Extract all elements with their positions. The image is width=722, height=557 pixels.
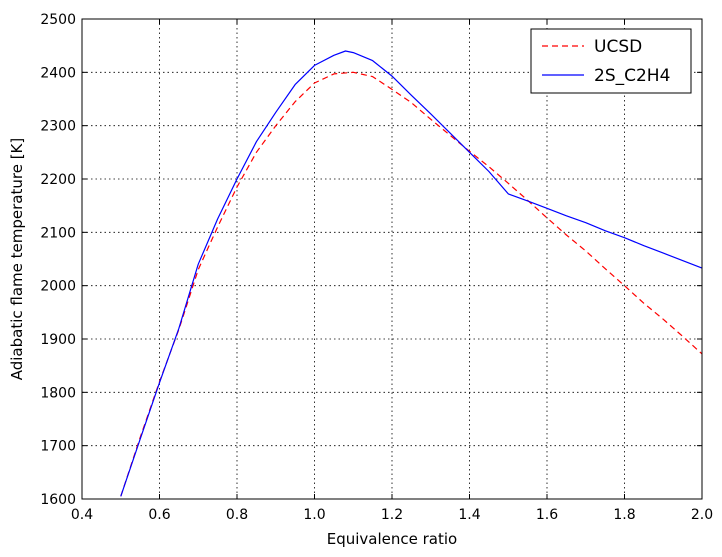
y-tick-labels: 1600 1700 1800 1900 2000 2100 2200 2300 2400 2500 [40,12,76,508]
y-tick-label: 2000 [40,279,76,295]
y-tick-label: 2500 [40,12,76,28]
x-tick-label: 1.6 [536,507,558,523]
x-tick-label: 0.8 [226,507,248,523]
legend-label-ucsd: UCSD [594,37,642,57]
y-tick-label: 2300 [40,119,76,135]
x-tick-label: 0.6 [148,507,170,523]
y-tick-label: 2100 [40,225,76,241]
series-line-2s-c2h4 [120,50,703,497]
y-tick-label: 2200 [40,172,76,188]
x-tick-label: 1.0 [303,507,325,523]
y-axis-label: Adiabatic flame temperature [K] [8,138,26,381]
series-line-ucsd [120,71,703,497]
legend-label-2s-c2h4: 2S_C2H4 [594,66,670,86]
y-tick-label: 1700 [40,439,76,455]
x-tick-label: 2.0 [691,507,713,523]
y-tick-label: 1600 [40,492,76,508]
x-axis-label: Equivalence ratio [327,530,457,548]
y-tick-label: 2400 [40,65,76,81]
series-layer [120,50,703,497]
legend: UCSD 2S_C2H4 [530,28,692,94]
x-tick-label: 1.8 [613,507,635,523]
x-tick-label: 1.4 [458,507,480,523]
x-tick-labels: 0.4 0.6 0.8 1.0 1.2 1.4 1.6 1.8 2.0 [71,507,713,523]
y-tick-label: 1900 [40,332,76,348]
grid-lines [82,19,702,499]
x-tick-label: 0.4 [71,507,93,523]
x-tick-label: 1.2 [381,507,403,523]
legend-box [530,28,692,94]
y-tick-label: 1800 [40,385,76,401]
tick-marks [81,18,703,500]
